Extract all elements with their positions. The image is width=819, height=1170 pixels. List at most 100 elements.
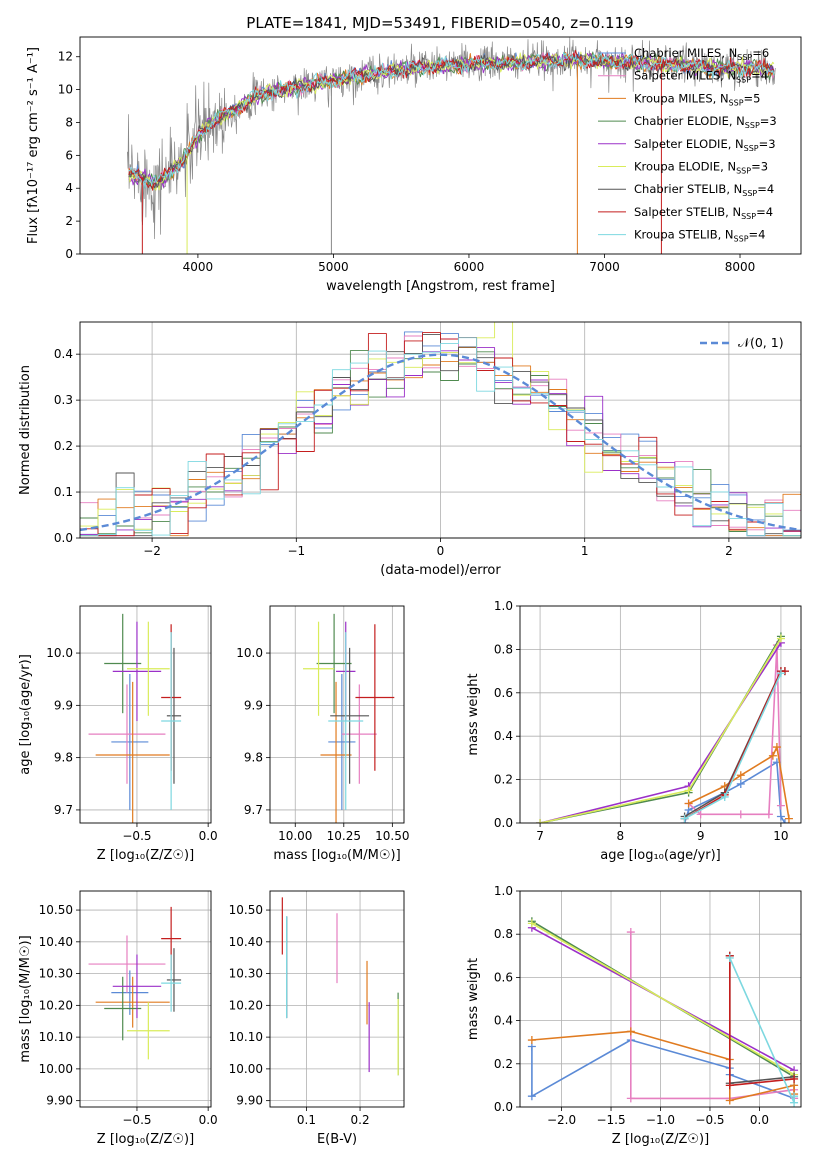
y-tick-label: 0.8 — [494, 927, 513, 941]
plot-area — [527, 917, 799, 1107]
weight-marker-salpeter_miles — [626, 1094, 635, 1103]
x-axis-label: Z [log₁₀(Z/Z☉)] — [97, 1132, 194, 1147]
spectrum-legend: Chabrier MILES, NSSP=6 Salpeter MILES, NS… — [598, 46, 777, 244]
y-tick-label: 0.0 — [54, 531, 73, 545]
axes-border — [79, 605, 212, 824]
weight-line-kroupa_stelib — [729, 957, 795, 1104]
y-tick-label: 4 — [65, 181, 73, 195]
legend-label: 𝒩(0, 1) — [738, 335, 784, 350]
y-tick-label: 0.1 — [54, 485, 73, 499]
y-tick-label: 9.7 — [244, 803, 263, 817]
x-tick-label: 10 — [773, 829, 788, 843]
x-tick-label: −1.0 — [646, 1113, 675, 1127]
y-tick-label: 10.20 — [229, 998, 263, 1012]
y-tick-label: 9.90 — [236, 1094, 263, 1108]
axes-border — [519, 890, 802, 1108]
y-axis-label: mass [log₁₀(M/M☉)] — [18, 935, 33, 1062]
y-axis-label: age [log₁₀(age/yr)] — [18, 654, 33, 775]
weight-line-kroupa_miles — [688, 746, 790, 819]
axes-border — [269, 890, 405, 1108]
x-tick-label: 0.2 — [351, 1113, 370, 1127]
weight-marker-salpeter_stelib — [780, 667, 789, 676]
y-tick-label: 10.40 — [39, 935, 73, 949]
x-tick-label: 0.1 — [297, 1113, 316, 1127]
y-tick-label: 10 — [58, 83, 73, 97]
axes-frame: 7 8 9 10 0.0 0.2 0.4 0.6 0.8 1.0 age [log₁₀(age/yr… — [466, 599, 802, 863]
weight-marker-kroupa_miles — [684, 799, 693, 808]
x-tick-label: 0 — [437, 544, 445, 558]
x-tick-label: 4000 — [183, 260, 214, 274]
weight-line-salpeter_miles — [688, 644, 782, 816]
plot-area — [303, 613, 395, 823]
plot-area — [127, 37, 776, 254]
x-axis-label: age [log₁₀(age/yr)] — [600, 848, 721, 863]
chart-mass-vs-EBV: 0.1 0.2 9.90 10.00 10.10 10.20 10.30 10.40 10.50… — [229, 890, 405, 1147]
x-tick-label: 8000 — [725, 260, 756, 274]
chart-age-vs-Z: −0.5 0.0 9.7 9.8 9.9 10.0 Z [log₁₀(Z/Z☉)] age [… — [18, 605, 218, 863]
plot-area — [88, 613, 182, 823]
axes-frame: 4000 5000 6000 7000 8000 0 2 4 6 8 10 12 wavelength … — [26, 36, 802, 294]
x-axis-label: E(B-V) — [317, 1132, 357, 1147]
weight-marker-kroupa_stelib — [790, 1092, 799, 1101]
plot-area — [88, 906, 182, 1060]
axes-border — [79, 890, 212, 1108]
y-tick-label: 10.00 — [39, 1062, 73, 1076]
weight-marker-chabrier_miles — [776, 812, 785, 821]
legend-label: Kroupa ELODIE, NSSP=3 — [634, 160, 768, 176]
x-tick-label: 5000 — [318, 260, 349, 274]
y-tick-label: 9.9 — [54, 698, 73, 712]
x-axis-label: (data-model)/error — [380, 563, 501, 578]
y-tick-label: 10.20 — [39, 998, 73, 1012]
y-tick-label: 1.0 — [494, 884, 513, 898]
x-tick-label: −0.5 — [122, 829, 151, 843]
y-tick-label: 1.0 — [494, 599, 513, 613]
y-tick-label: 10.50 — [229, 903, 263, 917]
weight-marker-salpeter_stelib — [725, 1081, 734, 1090]
y-tick-label: 10.00 — [229, 1062, 263, 1076]
y-tick-label: 0.2 — [494, 1057, 513, 1071]
axes-frame: −0.5 0.0 9.90 10.00 10.10 10.20 10.30 10.40 10.5… — [18, 890, 218, 1147]
x-tick-label: −1 — [287, 544, 305, 558]
weight-marker-kroupa_elodie — [527, 919, 536, 928]
y-tick-label: 0.4 — [494, 729, 513, 743]
weight-marker-kroupa_miles — [736, 771, 745, 780]
y-tick-label: 10.0 — [236, 646, 263, 660]
plot-area — [80, 322, 801, 537]
x-tick-label: −2 — [143, 544, 161, 558]
y-tick-label: 9.90 — [46, 1094, 73, 1108]
x-tick-label: 8 — [617, 829, 625, 843]
y-axis-label: Flux [fλ10⁻¹⁷ erg cm⁻² s⁻¹ A⁻¹] — [26, 47, 41, 244]
x-tick-label: 2 — [725, 544, 733, 558]
x-axis-label: Z [log₁₀(Z/Z☉)] — [612, 1132, 709, 1147]
x-tick-label: −0.5 — [122, 1113, 151, 1127]
axes-border — [519, 605, 802, 824]
x-axis-label: wavelength [Angstrom, rest frame] — [326, 279, 555, 294]
axes-frame: 0.1 0.2 9.90 10.00 10.10 10.20 10.30 10.40 10.50… — [229, 890, 405, 1147]
chart-age-vs-mass: 10.00 10.25 10.50 9.7 9.8 9.9 10.0 mass [log₁₀(… — [236, 605, 410, 863]
y-tick-label: 9.9 — [244, 698, 263, 712]
y-axis-label: Normed distribution — [18, 365, 33, 495]
weight-marker-kroupa_miles — [527, 1036, 536, 1045]
chart-mass-vs-Z: −0.5 0.0 9.90 10.00 10.10 10.20 10.30 10.40 10.5… — [18, 890, 218, 1147]
y-tick-label: 10.50 — [39, 903, 73, 917]
weight-marker-chabrier_miles — [736, 779, 745, 788]
x-tick-label: 10.25 — [327, 829, 361, 843]
y-tick-label: 10.30 — [229, 967, 263, 981]
y-tick-label: 0.2 — [494, 773, 513, 787]
legend-label: Chabrier MILES, NSSP=6 — [634, 46, 769, 62]
weight-marker-kroupa_stelib — [776, 669, 785, 678]
x-tick-label: −0.5 — [695, 1113, 724, 1127]
weight-marker-salpeter_miles — [764, 810, 773, 819]
chart-massweight-vs-Z: −2.0 −1.5 −1.0 −0.5 0.0 0.0 0.2 0.4 0.6 0.8 1.0 Z [… — [466, 884, 802, 1147]
y-tick-label: 0.6 — [494, 686, 513, 700]
axes-border — [79, 321, 802, 539]
chart-residual-histogram: −2 −1 0 1 2 0.0 0.1 0.2 0.3 0.4 (data-model)/error… — [18, 321, 802, 578]
y-tick-label: 0 — [65, 247, 73, 261]
y-tick-label: 9.8 — [244, 751, 263, 765]
y-tick-label: 0.3 — [54, 393, 73, 407]
weight-marker-kroupa_miles — [768, 751, 777, 760]
y-tick-label: 0.8 — [494, 642, 513, 656]
y-tick-label: 0.0 — [494, 1100, 513, 1114]
weight-marker-kroupa_elodie — [536, 819, 545, 823]
axes-frame: −0.5 0.0 9.7 9.8 9.9 10.0 Z [log₁₀(Z/Z☉)] age [… — [18, 605, 218, 863]
